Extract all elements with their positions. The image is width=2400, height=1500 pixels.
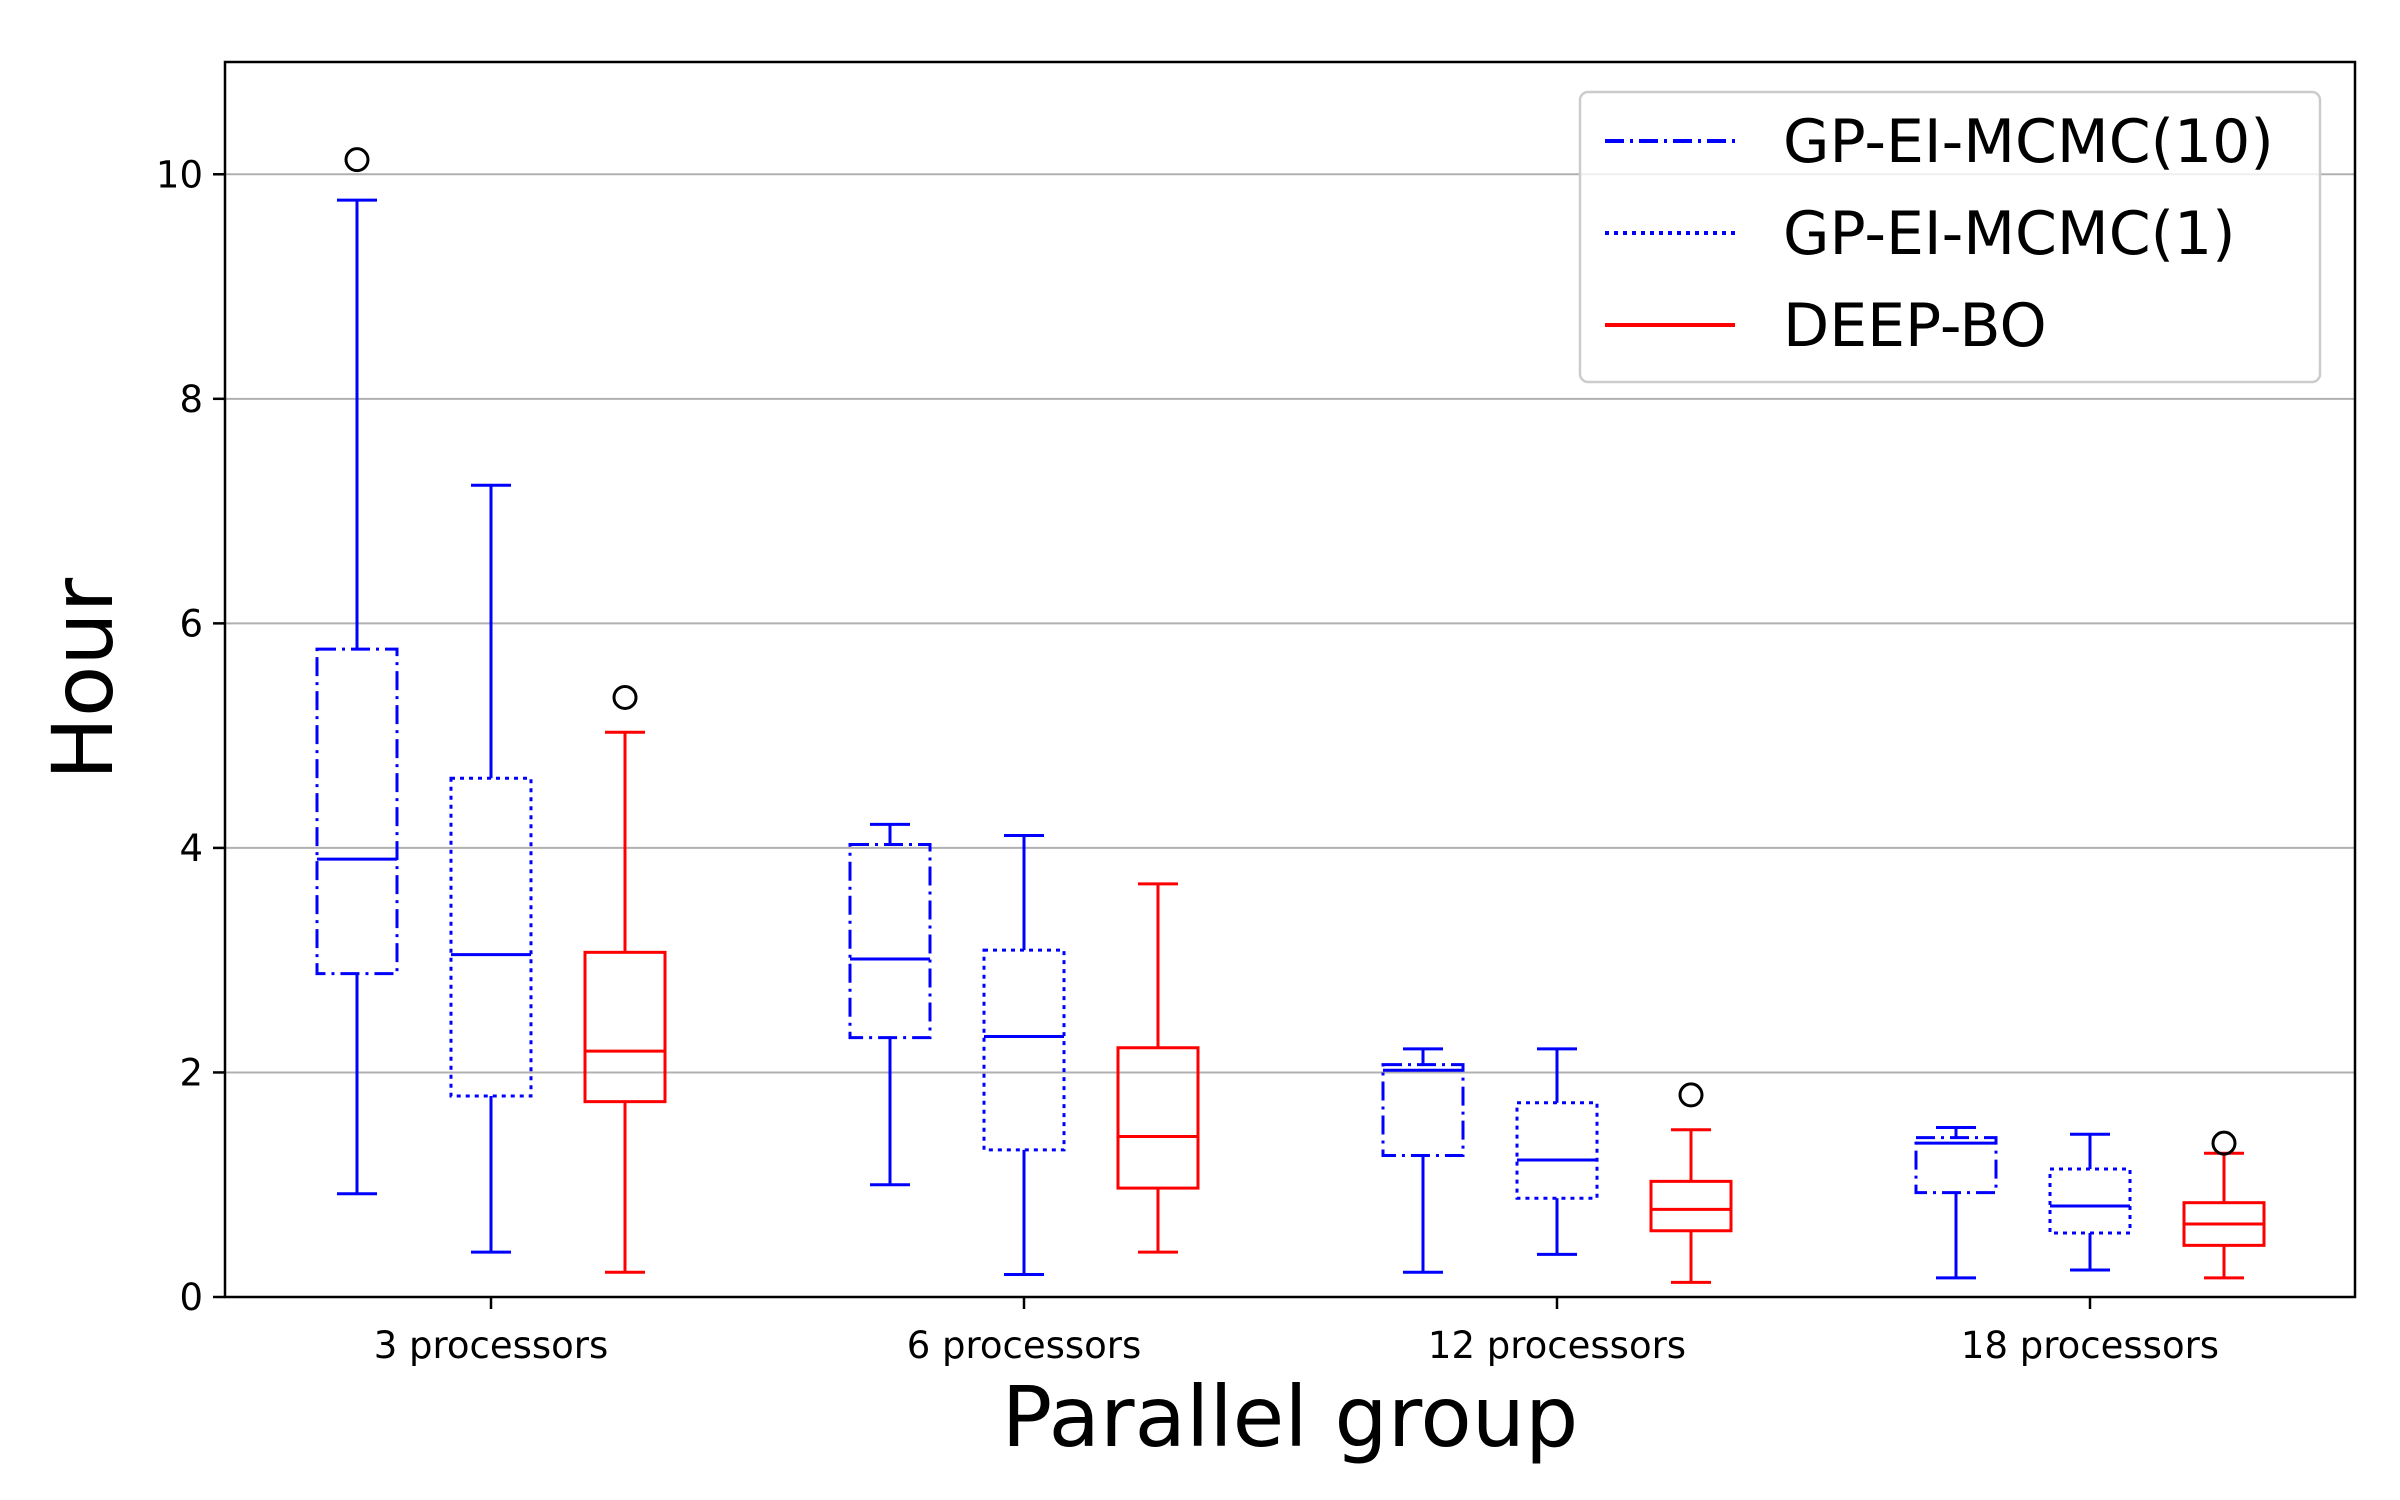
y-tick-label: 6 (179, 602, 203, 645)
box-1 (315, 147, 399, 1196)
box-3 (1515, 1047, 1599, 1256)
box-3 (1381, 1047, 1465, 1274)
box-iqr (2048, 1167, 2132, 1235)
y-tick-label: 2 (179, 1051, 203, 1094)
box-series (315, 147, 2266, 1284)
series-deep-bo (583, 684, 2266, 1284)
box-iqr (449, 776, 533, 1098)
legend: GP-EI-MCMC(10) GP-EI-MCMC(1) DEEP-BO (1578, 90, 2322, 384)
box-4 (2182, 1130, 2266, 1280)
series-gp-ei-mcmc-1 (449, 483, 2132, 1277)
box-iqr (315, 647, 399, 976)
box-2 (848, 822, 932, 1187)
outlier-point (612, 684, 638, 710)
legend-frame (1578, 90, 2322, 384)
box-iqr (1914, 1136, 1998, 1195)
outlier-point (344, 147, 370, 173)
x-axis: 3 processors 6 processors 12 processors 18 … (374, 1297, 2219, 1367)
gridlines (225, 173, 2355, 1074)
box-1 (449, 483, 533, 1254)
box-iqr (1381, 1063, 1465, 1158)
x-tick-label: 18 processors (1961, 1324, 2219, 1367)
x-tick-label: 12 processors (1428, 1324, 1686, 1367)
box-2 (1116, 882, 1200, 1254)
box-2 (982, 834, 1066, 1277)
box-4 (2048, 1132, 2132, 1272)
y-tick-label: 10 (156, 153, 203, 196)
x-axis-title: Parallel group (1002, 1368, 1579, 1466)
box-iqr (583, 950, 667, 1104)
box-4 (1914, 1125, 1998, 1280)
y-tick-label: 8 (179, 378, 203, 421)
y-axis-title: Hour (34, 577, 132, 780)
x-tick-label: 3 processors (374, 1324, 609, 1367)
series-gp-ei-mcmc-10 (315, 147, 1998, 1280)
legend-label: GP-EI-MCMC(1) (1783, 199, 2236, 269)
outlier-point (2211, 1130, 2237, 1156)
y-axis: 0 2 4 6 8 10 (156, 153, 225, 1319)
box-3 (1649, 1082, 1733, 1284)
box-iqr (1649, 1179, 1733, 1233)
y-tick-label: 0 (179, 1276, 203, 1319)
y-tick-label: 4 (179, 827, 203, 870)
x-tick-label: 6 processors (907, 1324, 1142, 1367)
box-iqr (1515, 1101, 1599, 1200)
box-1 (583, 684, 667, 1274)
legend-label: DEEP-BO (1783, 291, 2047, 361)
outlier-point (1678, 1082, 1704, 1108)
plot-frame (223, 60, 2357, 1299)
box-iqr (848, 843, 932, 1040)
legend-label: GP-EI-MCMC(10) (1783, 107, 2274, 177)
box-iqr (982, 948, 1066, 1152)
box-iqr (1116, 1046, 1200, 1190)
